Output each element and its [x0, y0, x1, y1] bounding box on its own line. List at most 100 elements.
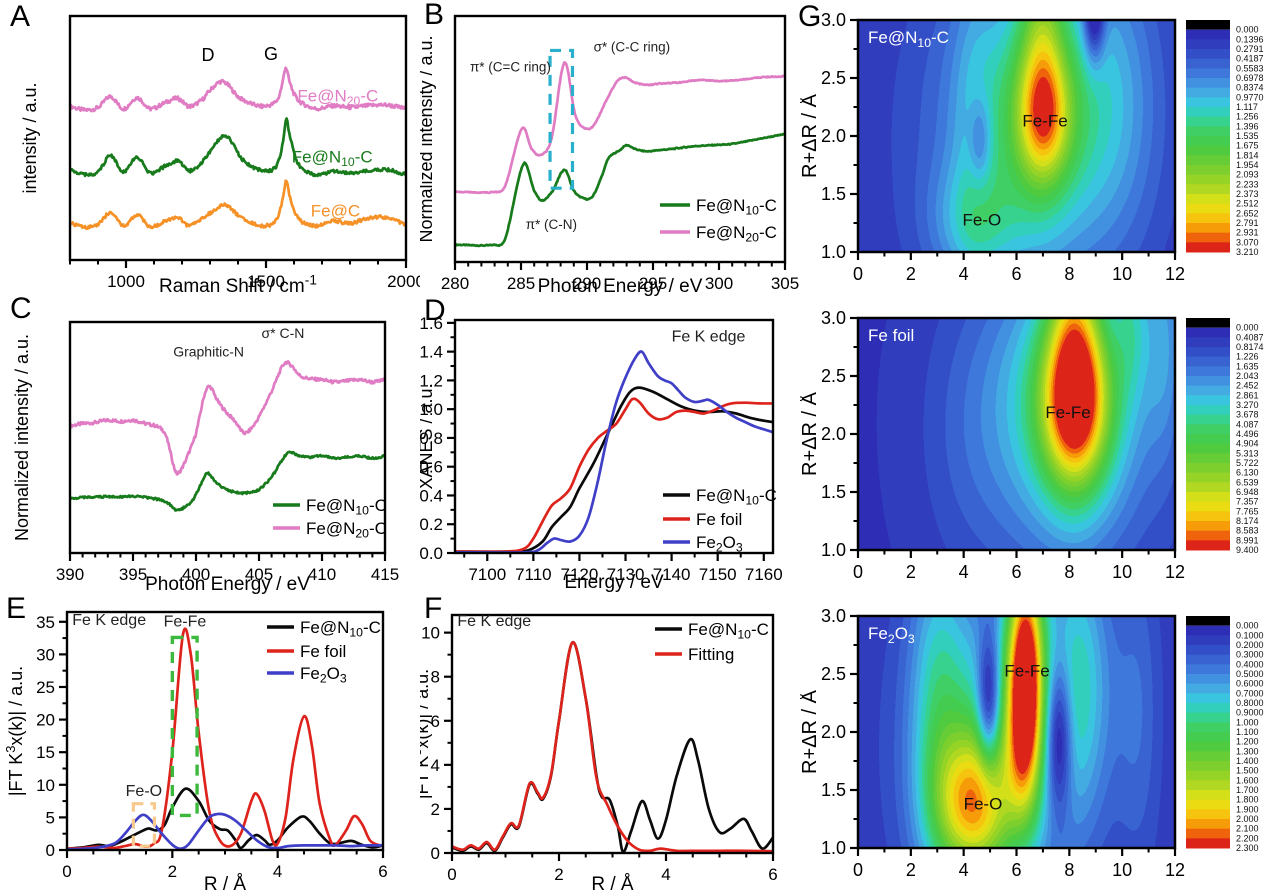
svg-text:12: 12: [1165, 562, 1185, 582]
svg-text:4: 4: [959, 562, 969, 582]
svg-text:1.000: 1.000: [1236, 717, 1259, 727]
svg-text:Fe K edge: Fe K edge: [672, 329, 746, 346]
svg-text:0.9000: 0.9000: [1236, 708, 1264, 718]
svg-text:2.512: 2.512: [1236, 199, 1259, 209]
svg-text:4: 4: [959, 264, 969, 284]
svg-text:Fe@N20-C: Fe@N20-C: [306, 519, 387, 541]
svg-text:305: 305: [771, 274, 799, 293]
series-F-1: [452, 641, 773, 853]
chart-svg-A: 1000 1500 2000 Raman Shift / cm-1 intensity …: [20, 14, 420, 297]
series-D-2: [455, 350, 773, 553]
svg-text:7150: 7150: [699, 565, 737, 584]
svg-text:1.675: 1.675: [1236, 141, 1259, 151]
svg-text:1.5: 1.5: [821, 780, 846, 800]
svg-text:2: 2: [168, 862, 177, 881]
svg-text:1.200: 1.200: [1236, 737, 1259, 747]
svg-text:Normalized intensity / a.u.: Normalized intensity / a.u.: [420, 35, 436, 242]
panel-label-f: F: [424, 592, 443, 625]
svg-text:Fe@N10-C: Fe@N10-C: [300, 618, 381, 640]
svg-text:4: 4: [273, 862, 282, 881]
svg-text:2.861: 2.861: [1236, 390, 1259, 400]
svg-text:0.8000: 0.8000: [1236, 698, 1264, 708]
svg-text:1.535: 1.535: [1236, 131, 1259, 141]
series-F-0: [452, 641, 773, 853]
svg-text:0.6: 0.6: [420, 458, 443, 477]
svg-text:6: 6: [1011, 562, 1021, 582]
svg-text:4: 4: [661, 865, 670, 884]
svg-text:Normalized intensity / a.u.: Normalized intensity / a.u.: [12, 334, 32, 541]
dashed-highlight-box: [131, 802, 157, 848]
svg-text:1.0: 1.0: [821, 242, 846, 262]
svg-text:0.1396: 0.1396: [1236, 34, 1264, 44]
svg-text:3.210: 3.210: [1236, 247, 1259, 257]
series-B-1: [455, 61, 785, 195]
svg-text:0.8174: 0.8174: [1236, 342, 1264, 352]
svg-text:400: 400: [182, 565, 210, 584]
svg-text:0.000: 0.000: [1236, 25, 1259, 35]
svg-text:2.791: 2.791: [1236, 218, 1259, 228]
svg-text:1.2: 1.2: [420, 371, 443, 390]
svg-text:1.0: 1.0: [821, 540, 846, 560]
svg-text:20: 20: [36, 711, 55, 730]
series-A-2: [70, 179, 406, 231]
svg-text:|FT K3x(k)| / a.u.: |FT K3x(k)| / a.u.: [420, 669, 432, 799]
svg-text:Fe-O: Fe-O: [964, 795, 1003, 814]
svg-text:R+ΔR / Å: R+ΔR / Å: [800, 391, 821, 476]
svg-text:Photon Energy / eV: Photon Energy / eV: [538, 276, 703, 297]
svg-text:3.0: 3.0: [821, 606, 846, 626]
svg-text:0: 0: [853, 562, 863, 582]
svg-text:3.0: 3.0: [821, 10, 846, 30]
panel-label-d: D: [424, 294, 446, 327]
svg-text:2.5: 2.5: [821, 366, 846, 386]
svg-text:R / Å: R / Å: [591, 874, 634, 895]
panel-e-exafs-ft-chart: 0 2 4 6 0 5 10 15 20 25 30 35 R / Å |FT K3x(k)| / a.u…: [0, 596, 420, 896]
svg-text:2.200: 2.200: [1236, 833, 1259, 843]
svg-text:2.000: 2.000: [1236, 814, 1259, 824]
svg-text:1.814: 1.814: [1236, 150, 1259, 160]
svg-text:π* (C-N): π* (C-N): [526, 217, 577, 232]
svg-text:σ* (C-C ring): σ* (C-C ring): [594, 40, 671, 55]
svg-text:0: 0: [431, 844, 440, 863]
svg-text:2.093: 2.093: [1236, 170, 1259, 180]
panel-a-raman-chart: 1000 1500 2000 Raman Shift / cm-1 intensity …: [0, 0, 420, 298]
colorbar-G2: [1186, 318, 1230, 328]
colorbar-G1: [1186, 20, 1230, 30]
svg-text:8: 8: [431, 668, 440, 687]
svg-text:1.600: 1.600: [1236, 775, 1259, 785]
svg-text:Fe2O3: Fe2O3: [300, 664, 347, 686]
svg-text:Fe@N20-C: Fe@N20-C: [297, 86, 378, 108]
svg-text:1.4: 1.4: [420, 343, 443, 362]
svg-text:0.0: 0.0: [420, 544, 443, 563]
svg-text:7120: 7120: [561, 565, 599, 584]
chart-svg-F: 0 2 4 6 0 2 4 6 8 10 R / Å |FT K3x(k)| / a.u. Fe K e…: [420, 613, 778, 895]
svg-text:4.087: 4.087: [1236, 419, 1259, 429]
svg-text:1.700: 1.700: [1236, 785, 1259, 795]
svg-text:1.400: 1.400: [1236, 756, 1259, 766]
svg-text:R+ΔR / Å: R+ΔR / Å: [800, 93, 821, 178]
svg-text:G: G: [264, 44, 278, 64]
svg-text:0.7000: 0.7000: [1236, 688, 1264, 698]
svg-text:1.117: 1.117: [1236, 102, 1258, 112]
svg-text:2: 2: [906, 562, 916, 582]
svg-text:1.5: 1.5: [821, 482, 846, 502]
svg-text:Fe-O: Fe-O: [963, 210, 1002, 229]
svg-text:5: 5: [46, 808, 55, 827]
svg-text:Fe-Fe: Fe-Fe: [164, 613, 207, 630]
panel-f-exafs-fitting-chart: 0 2 4 6 0 2 4 6 8 10 R / Å |FT K3x(k)| / a.u. Fe K e…: [420, 596, 800, 896]
svg-text:2.452: 2.452: [1236, 381, 1259, 391]
series-D-1: [455, 397, 773, 553]
svg-text:7140: 7140: [653, 565, 691, 584]
svg-text:3.270: 3.270: [1236, 400, 1259, 410]
svg-text:390: 390: [56, 565, 84, 584]
series-E-0: [67, 787, 383, 850]
svg-text:1.0: 1.0: [821, 838, 846, 858]
dashed-highlight-box: [548, 48, 575, 190]
svg-text:1.5: 1.5: [821, 184, 846, 204]
svg-text:6: 6: [1011, 264, 1021, 284]
svg-text:Fe foil: Fe foil: [868, 326, 914, 345]
svg-text:405: 405: [245, 565, 273, 584]
svg-text:0.2791: 0.2791: [1236, 44, 1264, 54]
svg-text:0.8: 0.8: [420, 429, 443, 448]
svg-text:1000: 1000: [107, 272, 145, 291]
